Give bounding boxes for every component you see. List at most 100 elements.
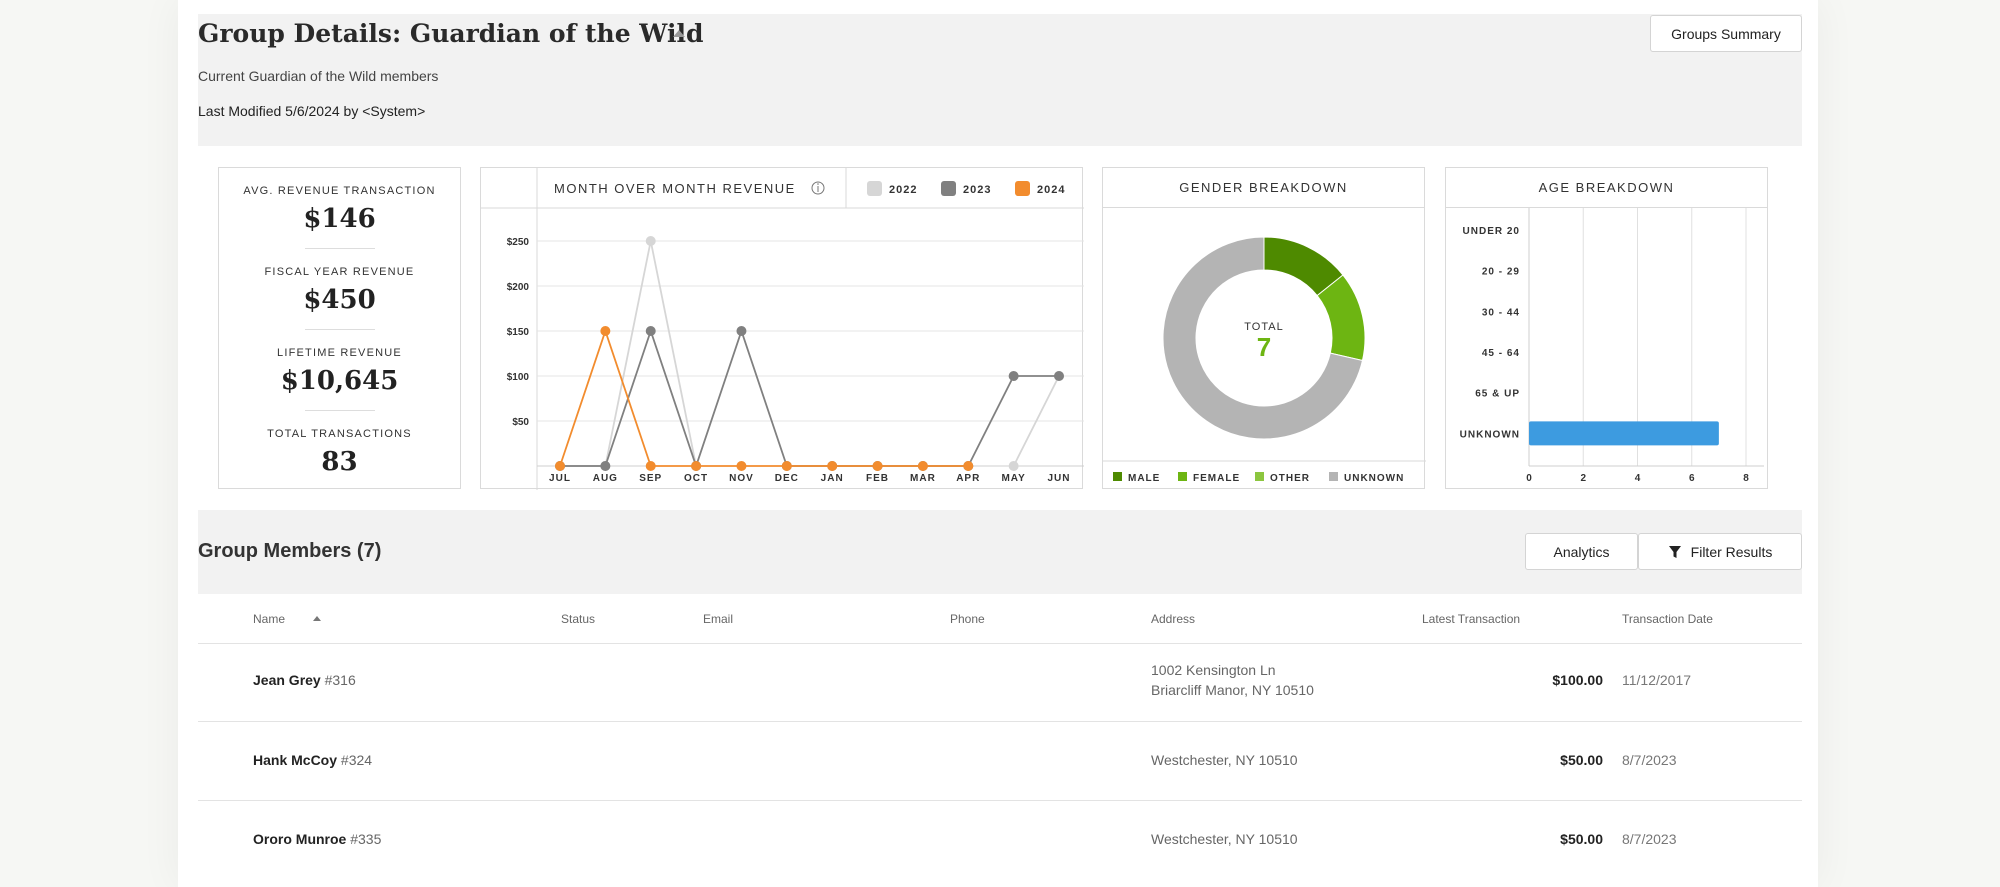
- info-icon[interactable]: [811, 181, 825, 195]
- legend-swatch-unknown: [1329, 472, 1338, 481]
- revenue-chart-card: MONTH OVER MONTH REVENUE 2022 2023 2024 $5…: [480, 167, 1084, 490]
- collapse-caret-icon[interactable]: [673, 30, 685, 37]
- member-transaction-date: 8/7/2023: [1622, 752, 1677, 768]
- data-point-2024: [963, 461, 974, 471]
- filter-results-button[interactable]: Filter Results: [1638, 533, 1802, 570]
- series-line-2022: [560, 240, 1060, 467]
- column-header-transaction-date[interactable]: Transaction Date: [1622, 612, 1713, 626]
- member-name[interactable]: Ororo Munroe: [253, 831, 347, 847]
- member-latest-transaction: $50.00: [1560, 831, 1603, 847]
- x-tick-label: MAR: [910, 473, 936, 484]
- legend-swatch-2022: [867, 181, 882, 196]
- column-header-status[interactable]: Status: [561, 612, 596, 626]
- member-id: #335: [350, 831, 382, 847]
- data-point-2024: [645, 461, 656, 471]
- x-tick-label: OCT: [684, 473, 708, 484]
- y-category-label: UNDER 20: [1463, 226, 1520, 237]
- legend-swatch-male: [1113, 472, 1122, 481]
- x-tick-label: AUG: [593, 473, 618, 484]
- y-tick-label: $100: [507, 372, 530, 383]
- member-name[interactable]: Jean Grey: [253, 672, 321, 688]
- x-tick-label: JAN: [821, 473, 844, 484]
- stat-value: $146: [303, 204, 376, 234]
- gender-breakdown-card: GENDER BREAKDOWN TOTAL 7 MALE FEMALE OTHER…: [1102, 167, 1426, 489]
- column-header-name[interactable]: Name: [253, 612, 286, 626]
- data-point-2024: [872, 461, 883, 471]
- column-header-latest-transaction[interactable]: Latest Transaction: [1422, 612, 1521, 626]
- stat-label: LIFETIME REVENUE: [277, 347, 402, 359]
- column-header-phone[interactable]: Phone: [950, 612, 985, 626]
- x-tick-label: SEP: [639, 473, 662, 484]
- legend-swatch-2024: [1015, 181, 1030, 196]
- x-tick-label: MAY: [1001, 473, 1025, 484]
- y-category-label: 20 - 29: [1482, 267, 1520, 278]
- analytics-button[interactable]: Analytics: [1525, 533, 1638, 570]
- chart-title: MONTH OVER MONTH REVENUE: [554, 181, 796, 196]
- data-point-2023: [736, 326, 747, 336]
- x-tick-label: 8: [1743, 473, 1749, 484]
- member-address-line1: Westchester, NY 10510: [1151, 752, 1298, 768]
- page-title: Group Details: Guardian of the Wild: [198, 19, 704, 48]
- series-line-2024: [559, 328, 969, 467]
- x-tick-label: 6: [1689, 473, 1695, 484]
- divider: [304, 410, 375, 411]
- x-tick-label: NOV: [729, 473, 754, 484]
- legend-label: UNKNOWN: [1344, 473, 1404, 484]
- y-tick-label: $200: [507, 282, 530, 293]
- column-header-email[interactable]: Email: [703, 612, 734, 626]
- data-point-2024: [917, 461, 928, 471]
- page-subtitle: Current Guardian of the Wild members: [198, 68, 439, 84]
- legend-label: 2023: [963, 184, 991, 196]
- y-category-label: 45 - 64: [1482, 348, 1520, 359]
- data-point-2024: [736, 461, 747, 471]
- data-point-2023: [1008, 371, 1019, 381]
- legend-swatch-other: [1255, 472, 1264, 481]
- data-point-2023: [645, 326, 656, 336]
- table-row-name[interactable]: Hank McCoy #324: [253, 752, 372, 768]
- x-tick-label: 2: [1580, 473, 1586, 484]
- x-tick-label: DEC: [775, 473, 799, 484]
- stat-label: AVG. REVENUE TRANSACTION: [243, 185, 436, 197]
- filter-results-label: Filter Results: [1690, 543, 1773, 560]
- y-tick-label: $250: [507, 237, 530, 248]
- x-tick-label: JUN: [1047, 473, 1070, 484]
- donut-center-label: TOTAL: [1244, 321, 1283, 333]
- x-tick-label: APR: [956, 473, 980, 484]
- x-tick-label: 0: [1526, 473, 1532, 484]
- table-row-name[interactable]: Ororo Munroe #335: [253, 831, 381, 847]
- member-address-line2: Briarcliff Manor, NY 10510: [1151, 682, 1314, 698]
- legend-label: 2024: [1037, 184, 1065, 196]
- age-card-title: AGE BREAKDOWN: [1446, 168, 1767, 208]
- bar-unknown: [1529, 421, 1719, 446]
- sort-ascending-icon[interactable]: [313, 616, 321, 621]
- data-point-2024: [691, 461, 702, 471]
- member-address-line1: 1002 Kensington Ln: [1151, 662, 1276, 678]
- member-latest-transaction: $100.00: [1552, 672, 1603, 688]
- member-name[interactable]: Hank McCoy: [253, 752, 338, 768]
- column-header-address[interactable]: Address: [1151, 612, 1196, 626]
- data-point-2024: [600, 326, 611, 336]
- table-row-name[interactable]: Jean Grey #316: [253, 672, 356, 688]
- divider: [304, 329, 375, 330]
- divider: [304, 248, 375, 249]
- donut-center-value: 7: [1257, 332, 1271, 362]
- revenue-line-chart: MONTH OVER MONTH REVENUE 2022 2023 2024 $5…: [481, 168, 1084, 490]
- filter-icon: [1668, 545, 1681, 558]
- data-point-2022: [645, 236, 656, 246]
- data-point-2024: [827, 461, 838, 471]
- groups-summary-button[interactable]: Groups Summary: [1650, 15, 1802, 52]
- data-point-2023: [600, 461, 611, 471]
- donut-slice-unknown: [1162, 236, 1364, 440]
- last-modified-text: Last Modified 5/6/2024 by <System>: [198, 103, 426, 119]
- legend-swatch-female: [1178, 472, 1187, 481]
- legend-label: MALE: [1128, 473, 1160, 484]
- x-tick-label: JUL: [549, 473, 571, 484]
- y-category-label: 30 - 44: [1482, 307, 1520, 318]
- data-point-2024: [781, 461, 792, 471]
- member-latest-transaction: $50.00: [1560, 752, 1603, 768]
- stat-label: FISCAL YEAR REVENUE: [264, 266, 415, 278]
- legend-label: OTHER: [1270, 473, 1310, 484]
- gender-card-title: GENDER BREAKDOWN: [1103, 168, 1424, 208]
- row-divider: [198, 800, 1802, 801]
- age-breakdown-card: AGE BREAKDOWN UNDER 20 20 - 29 30 - 44 45 -…: [1445, 167, 1768, 489]
